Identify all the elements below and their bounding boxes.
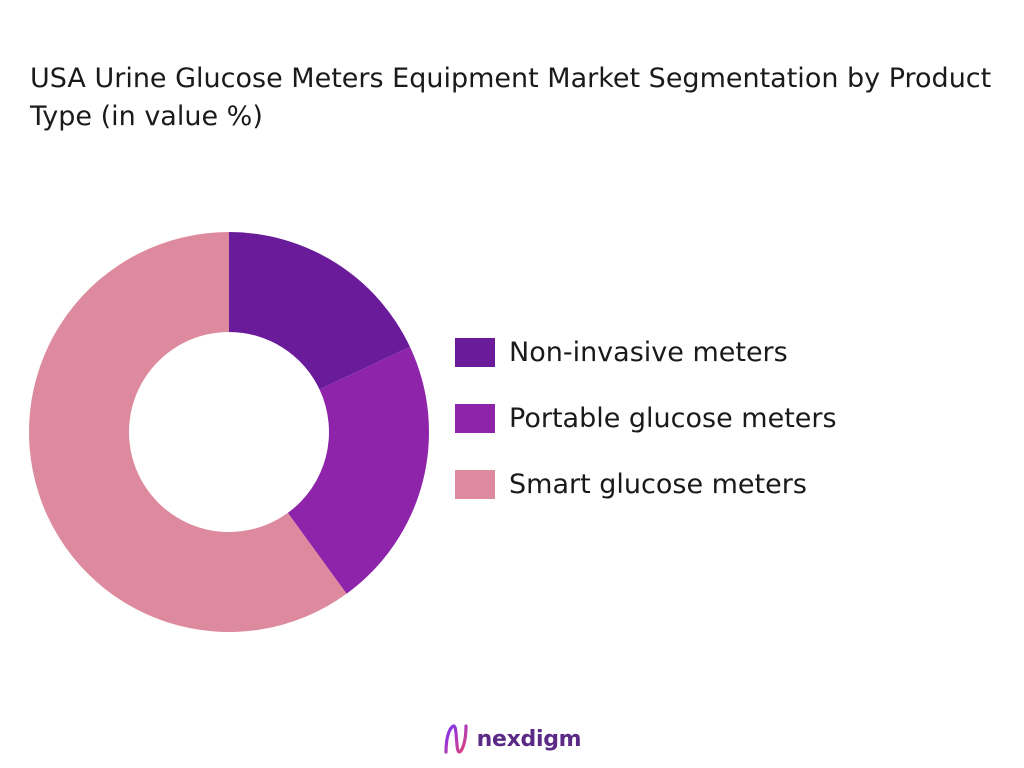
donut-slice: [287, 346, 429, 594]
legend-label: Portable glucose meters: [509, 402, 837, 434]
legend-label: Smart glucose meters: [509, 468, 807, 500]
legend-swatch: [455, 337, 495, 367]
donut-slice: [229, 232, 410, 390]
brand-name: nexdigm: [476, 726, 582, 752]
legend-label: Non-invasive meters: [509, 336, 788, 368]
legend-item: Smart glucose meters: [455, 462, 837, 506]
chart-legend: Non-invasive meters Portable glucose met…: [455, 330, 837, 528]
chart-title: USA Urine Glucose Meters Equipment Marke…: [30, 63, 992, 132]
donut-slice: [28, 232, 347, 632]
nexdigm-wave-icon: [444, 724, 468, 754]
legend-item: Portable glucose meters: [455, 396, 837, 440]
donut-chart: [28, 232, 429, 632]
legend-item: Non-invasive meters: [455, 330, 837, 374]
brand-logo: nexdigm: [0, 722, 1024, 756]
legend-swatch: [455, 469, 495, 499]
legend-swatch: [455, 403, 495, 433]
